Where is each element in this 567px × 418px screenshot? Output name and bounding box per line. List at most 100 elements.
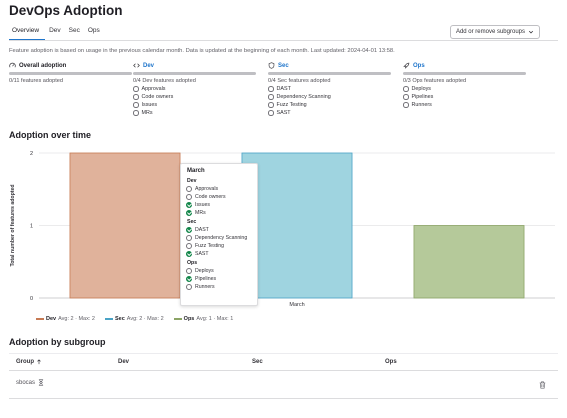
sec-adoption-card: Sec 0/4 Sec features adopted DAST Depend…	[268, 62, 391, 116]
feature-item: Issues	[133, 102, 256, 108]
tooltip-section-title: Dev	[187, 178, 197, 184]
tab-bar: Overview Dev Sec Ops	[9, 27, 104, 41]
not-adopted-icon	[186, 284, 192, 290]
legend-stats: Avg: 1 · Max: 1	[196, 316, 234, 322]
tooltip-feature-item: Dependency Scanning	[186, 235, 252, 241]
group-name[interactable]: sbocas	[16, 379, 36, 386]
legend-swatch	[36, 318, 44, 320]
ops-subtitle: 0/3 Ops features adopted	[403, 78, 467, 84]
speedometer-icon	[9, 62, 16, 68]
hourglass-icon	[38, 379, 44, 386]
sec-progress-bar	[268, 72, 391, 75]
not-adopted-icon	[403, 86, 409, 92]
not-adopted-icon	[403, 94, 409, 100]
dev-adoption-card: Dev 0/4 Dev features adopted Approvals C…	[133, 62, 256, 116]
tooltip-feature-label: Runners	[195, 284, 215, 290]
y-axis-label: Total number of features adopted	[10, 184, 16, 266]
tooltip-feature-label: Pipelines	[195, 276, 217, 282]
sec-subtitle: 0/4 Sec features adopted	[268, 78, 331, 84]
tooltip-feature-item: Pipelines	[186, 276, 252, 282]
not-adopted-icon	[268, 86, 274, 92]
adopted-check-icon	[186, 251, 192, 257]
tooltip-feature-item: DAST	[186, 227, 252, 233]
feature-item: Approvals	[133, 86, 256, 92]
tab-overview[interactable]: Overview	[9, 27, 46, 41]
bar-sec	[241, 152, 353, 299]
add-remove-subgroups-button[interactable]: Add or remove subgroups	[449, 25, 540, 39]
sec-title: Sec	[278, 62, 289, 69]
y-tick-label: 0	[30, 296, 33, 302]
tooltip-feature-label: MRs	[195, 210, 206, 216]
legend-item-dev[interactable]: Dev Avg: 2 · Max: 2	[36, 316, 95, 322]
tooltip-feature-item: Approvals	[186, 186, 252, 192]
dev-title: Dev	[143, 62, 155, 69]
not-adopted-icon	[133, 102, 139, 108]
feature-item: Fuzz Testing	[268, 102, 391, 108]
legend-label: Sec	[114, 316, 125, 322]
legend-stats: Avg: 2 · Max: 2	[58, 316, 95, 322]
dev-link[interactable]: Dev	[133, 62, 256, 69]
sec-column-header: Sec	[252, 359, 263, 365]
feature-item: Pipelines	[403, 94, 526, 100]
not-adopted-icon	[133, 94, 139, 100]
legend-item-ops[interactable]: Ops Avg: 1 · Max: 1	[173, 316, 234, 322]
ops-link[interactable]: Ops	[403, 62, 526, 69]
legend-stats: Avg: 2 · Max: 2	[126, 316, 164, 322]
shield-icon	[268, 62, 275, 69]
adopted-check-icon	[186, 210, 192, 216]
overall-adoption-title: Overall adoption	[19, 62, 67, 69]
code-icon	[133, 63, 140, 68]
ops-progress-bar	[403, 72, 526, 75]
feature-item: DAST	[268, 86, 391, 92]
tooltip-feature-item: Code owners	[186, 194, 252, 200]
rocket-icon	[403, 62, 410, 69]
sec-link[interactable]: Sec	[268, 62, 391, 69]
tooltip-feature-label: Code owners	[195, 194, 226, 200]
not-adopted-icon	[133, 110, 139, 116]
trash-icon[interactable]	[539, 381, 546, 389]
not-adopted-icon	[186, 186, 192, 192]
legend-item-sec[interactable]: Sec Avg: 2 · Max: 2	[104, 316, 164, 322]
adopted-check-icon	[186, 276, 192, 282]
tooltip-title: March	[187, 168, 205, 174]
tab-dev[interactable]: Dev	[49, 27, 61, 34]
page-title: DevOps Adoption	[9, 3, 123, 18]
not-adopted-icon	[133, 86, 139, 92]
tab-sec[interactable]: Sec	[68, 27, 80, 34]
legend-swatch	[104, 318, 113, 320]
y-tick-label: 2	[30, 151, 33, 157]
group-column-header[interactable]: Group	[16, 359, 42, 365]
legend-label: Dev	[46, 316, 57, 322]
tooltip-feature-label: Dependency Scanning	[195, 235, 248, 241]
not-adopted-icon	[268, 110, 274, 116]
dev-column-header: Dev	[118, 359, 130, 365]
adopted-check-icon	[186, 202, 192, 208]
tabs-divider	[9, 40, 558, 41]
adoption-over-time-heading: Adoption over time	[9, 130, 92, 140]
tab-ops[interactable]: Ops	[87, 27, 100, 34]
overall-adoption-card: Overall adoption 0/11 features adopted	[9, 62, 132, 84]
feature-item: MRs	[133, 110, 256, 116]
tooltip-section-title: Ops	[187, 260, 198, 266]
adopted-check-icon	[186, 227, 192, 233]
not-adopted-icon	[268, 94, 274, 100]
feature-item: Runners	[403, 102, 526, 108]
adoption-chart: 0 1 2 Total number of features adopted March	[10, 151, 555, 308]
y-tick-label: 1	[30, 224, 33, 230]
bar-dev	[69, 152, 181, 299]
feature-item: Deploys	[403, 86, 526, 92]
tooltip-section-title: Sec	[187, 219, 197, 225]
tooltip-feature-label: Fuzz Testing	[195, 243, 225, 249]
not-adopted-icon	[186, 235, 192, 241]
adoption-by-subgroup-heading: Adoption by subgroup	[9, 337, 106, 347]
chevron-down-icon	[528, 30, 534, 34]
not-adopted-icon	[403, 102, 409, 108]
feature-item: Code owners	[133, 94, 256, 100]
not-adopted-icon	[186, 243, 192, 249]
tooltip-feature-label: DAST	[195, 227, 209, 233]
tooltip-feature-item: Fuzz Testing	[186, 243, 252, 249]
feature-item: Dependency Scanning	[268, 94, 391, 100]
tooltip-feature-label: Issues	[195, 202, 210, 208]
tooltip-feature-item: Deploys	[186, 268, 252, 274]
tooltip-feature-item: Issues	[186, 202, 252, 208]
